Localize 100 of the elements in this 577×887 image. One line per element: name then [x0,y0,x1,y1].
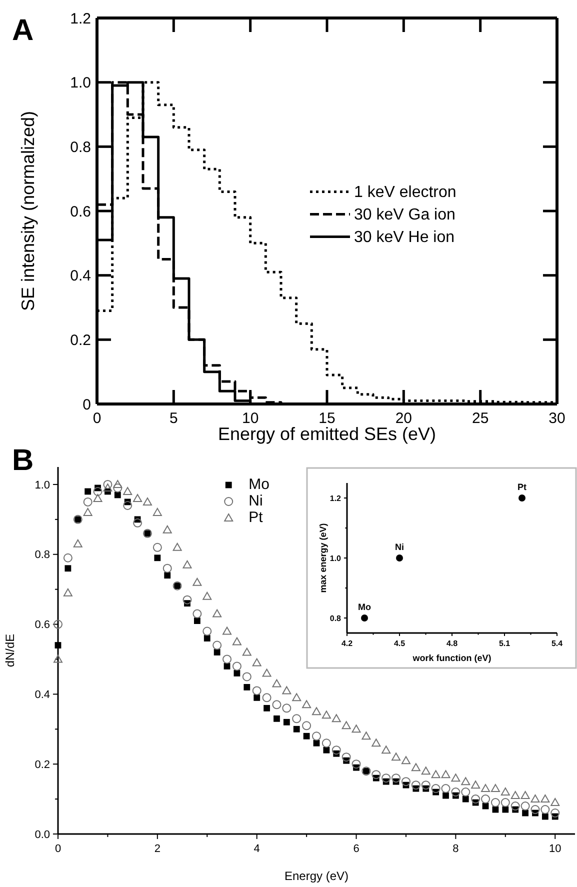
legend-label: Mo [248,476,270,493]
y-tick-label: 1.2 [330,494,342,503]
point [530,805,540,814]
y-tick-label: 1.0 [34,479,50,492]
x-tick-label: 10 [548,843,562,855]
point [123,500,132,510]
point [401,756,410,764]
point [332,714,341,722]
annotation: Ni [395,542,404,552]
annotation: Pt [518,482,527,492]
point [292,693,302,702]
point [500,788,510,796]
point [312,732,321,741]
point [272,700,282,710]
point [282,686,292,694]
point [54,642,62,648]
point [224,663,230,670]
point [490,784,500,792]
point [530,794,540,803]
point [142,497,152,506]
x-tick-label: 5 [169,410,178,427]
point [382,774,391,783]
point [202,626,212,636]
point [162,564,172,573]
point [442,792,449,799]
x-axis-title: Energy of emitted SEs (eV) [218,424,436,444]
point [262,693,272,702]
x-tick-label: 0 [54,843,62,855]
point [550,798,560,806]
point [352,760,361,769]
point [133,494,142,502]
point [113,483,122,492]
point [114,492,121,498]
point [520,802,530,811]
point [342,752,351,762]
point [292,714,302,724]
x-axis-title: work function (eV) [412,653,492,663]
chart-title: B [12,444,34,477]
y-axis-title: dN/dE [3,634,17,668]
point [361,614,368,622]
point [312,707,321,716]
y-tick-label: 1.2 [70,10,91,28]
point [471,794,480,804]
point [510,791,520,800]
x-tick-label: 6 [353,843,360,855]
x-tick-label: 30 [548,410,566,427]
point [522,810,528,816]
point [222,626,232,635]
y-tick-label: 0.4 [34,689,50,702]
point [232,637,242,646]
y-axis-title: max energy (eV) [318,523,328,593]
point [232,662,242,671]
point [451,774,460,782]
x-tick-label: 5.1 [498,639,511,648]
point [244,684,250,690]
point [192,578,202,586]
y-tick-label: 0.8 [330,614,342,623]
point [490,798,500,808]
y-tick-label: 0.8 [34,549,50,562]
point [322,738,331,748]
annotation: Mo [358,602,372,612]
y-tick-label: 1.0 [330,554,342,563]
point [372,738,381,747]
point [192,609,202,618]
point [262,668,272,677]
point [93,494,102,502]
x-axis-title: Energy (eV) [284,869,349,883]
point [194,618,200,624]
point [461,788,470,797]
point [234,670,240,676]
point [323,746,330,754]
x-tick-label: 4.8 [446,639,458,648]
point [123,486,132,495]
point [431,784,440,794]
point [162,525,172,534]
legend-label: Ni [248,492,263,510]
point [362,732,371,740]
y-tick-label: 0 [82,396,91,414]
point [313,740,320,746]
x-tick-label: 4.5 [394,639,406,648]
y-tick-label: 0.6 [70,203,91,220]
legend-label: 1 keV electron [354,184,456,201]
point [274,715,280,722]
point [481,794,490,804]
point [342,721,351,730]
y-tick-label: 0.4 [70,268,91,285]
point [471,780,480,789]
point [272,679,282,688]
x-tick-label: 5.4 [551,639,564,648]
point [164,572,171,579]
point [93,486,102,496]
point [63,588,72,596]
point [152,542,162,552]
point [302,721,312,730]
x-tick-label: 10 [242,410,259,427]
point [542,813,548,820]
point [510,802,520,811]
point [441,770,450,778]
point [352,724,361,733]
point [481,784,490,792]
